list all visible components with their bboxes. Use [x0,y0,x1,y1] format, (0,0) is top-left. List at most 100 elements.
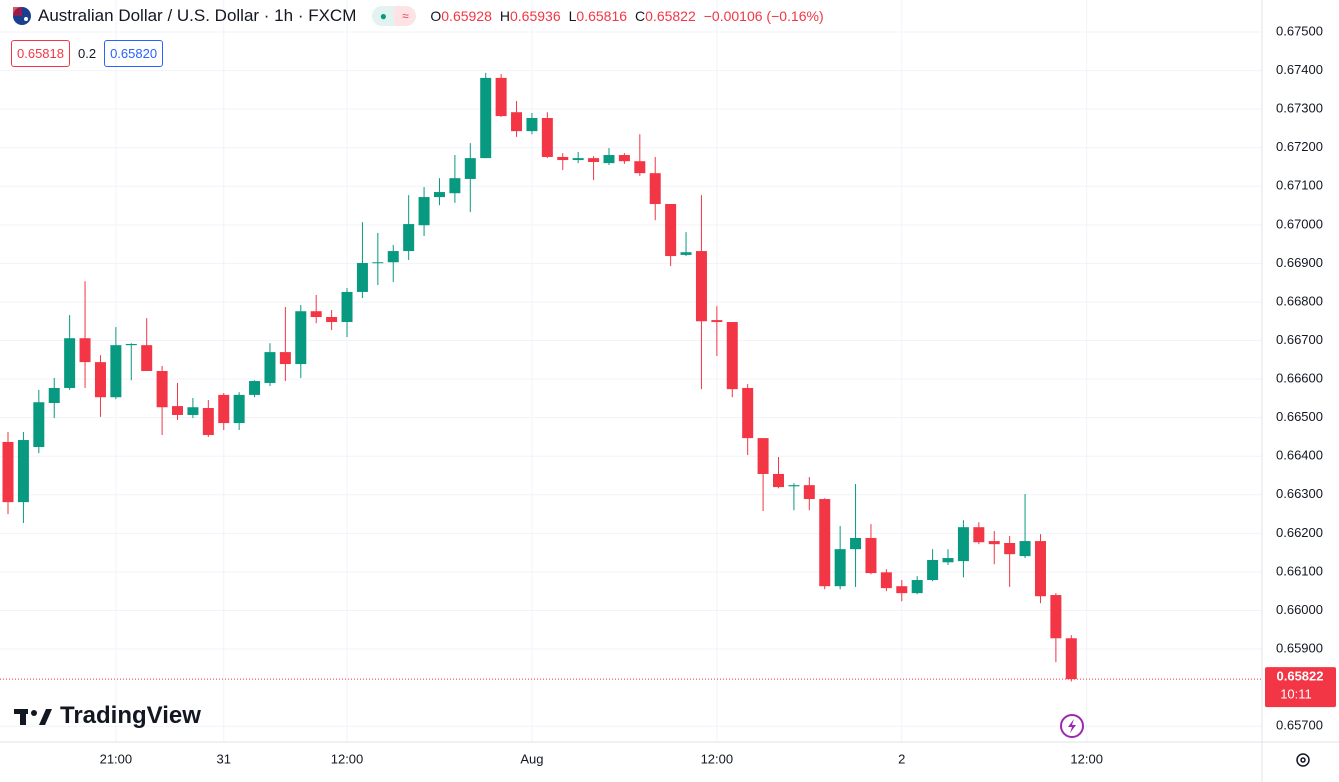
y-tick-label: 0.66400 [1276,448,1323,463]
candle-body [202,408,214,436]
candle-body [603,155,615,164]
candle-body [680,252,692,255]
y-tick-label: 0.66000 [1276,602,1323,617]
price-tag [1265,667,1336,708]
candle-body [449,178,461,194]
candle-body [819,499,831,587]
ask-button[interactable]: 0.65820 [104,40,164,67]
candle-body [711,320,723,323]
candle-body [187,407,199,415]
legend-value: 0.65816 [576,8,628,24]
candle-body [125,344,137,346]
legend-key: C [635,8,646,24]
candle-body [1004,543,1016,555]
candle-body [511,112,523,132]
legend-key: L [568,8,577,24]
candle-body [464,158,476,179]
y-tick-label: 0.65900 [1276,640,1323,655]
candle-body [172,406,184,415]
candle-body [356,263,368,292]
candle-body [156,371,168,408]
candle-body [757,438,769,474]
candle-body [387,251,399,263]
y-tick-label: 0.67200 [1276,139,1323,154]
candle-body [79,338,91,363]
candle-body [433,192,445,198]
candle-body [557,156,569,161]
y-tick-label: 0.67500 [1276,23,1323,38]
y-tick-label: 0.66800 [1276,293,1323,308]
candle-body [17,440,29,503]
candle-body [33,402,45,447]
candle-body [526,118,538,132]
price-tag-label: 0.65822 [1277,669,1324,684]
flag-icon [13,7,31,25]
legend-key: H [499,8,510,24]
bid-button[interactable]: 0.65818 [11,40,70,67]
candle-body [110,345,122,398]
candle-body [264,352,276,383]
x-tick-label: 31 [217,751,231,766]
candle-body [480,77,492,159]
legend-key: O [430,8,442,24]
candle-body [957,527,969,562]
candle-body [834,549,846,587]
legend-value: 0.65936 [510,8,561,24]
candle-body [880,572,892,589]
candle-body [988,541,1000,545]
candle-body [634,161,646,174]
status-pill[interactable]: ● ≈ [372,6,417,26]
candle-body [927,559,939,581]
y-tick-label: 0.67400 [1276,62,1323,77]
y-tick-label: 0.66500 [1276,409,1323,424]
candle-body [742,387,754,439]
candle-body [665,204,677,257]
lightning-icon [1068,719,1076,733]
candle-body [896,586,908,594]
candle-body [1034,541,1046,597]
candle-body [1050,595,1062,639]
candle-body [48,387,60,404]
candle-body [64,338,76,388]
candle-body [326,317,338,323]
candle-body [2,441,14,503]
candle-body [695,251,707,322]
candle-body [726,322,738,390]
settings-icon[interactable] [1296,753,1310,767]
countdown: 10:11 [1280,687,1312,702]
y-tick-label: 0.66600 [1276,371,1323,386]
x-tick-label: Aug [520,751,543,766]
x-tick-label: 12:00 [1070,751,1103,766]
symbol-title[interactable]: Australian Dollar / U.S. Dollar · 1h · F… [38,6,357,25]
y-tick-label: 0.66700 [1276,332,1323,347]
candle-body [942,558,954,563]
candle-body [572,158,584,161]
candle-body [649,173,661,205]
candle-body [279,352,291,365]
candle-body [233,394,245,424]
x-tick-label: 12:00 [331,751,364,766]
x-tick-label: 2 [898,751,905,766]
candle-body [218,394,230,424]
legend-value: 0.65928 [441,8,492,24]
y-tick-label: 0.66100 [1276,563,1323,578]
y-tick-label: 0.67100 [1276,178,1323,193]
candle-body [295,311,307,365]
lightning-icon[interactable] [1060,714,1084,738]
quotes: 0.65818 0.2 0.65820 [11,40,164,67]
settings-icon [1300,757,1306,763]
header: Australian Dollar / U.S. Dollar · 1h · F… [12,6,824,26]
candle-body [372,262,384,264]
candle-body [618,155,630,162]
candle-body [588,158,600,162]
brand-logo: TradingView [14,702,201,730]
candle-body [973,527,985,543]
ohlc-legend: O0.65928 H0.65936 L0.65816 C0.65822 −0.0… [430,8,823,24]
candle-body [141,345,153,371]
candle-body [310,311,322,318]
candle-body [541,118,553,157]
y-tick-label: 0.66300 [1276,486,1323,501]
logo-icon [14,709,52,725]
